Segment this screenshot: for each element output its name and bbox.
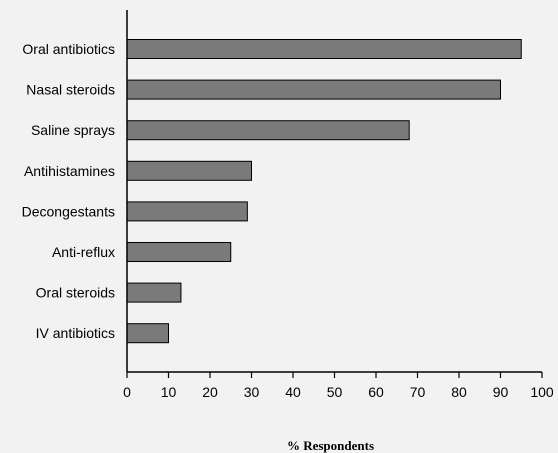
category-labels: Oral antibiotics Nasal steroids Saline spr…	[22, 41, 115, 341]
bar-oral-antibiotics	[126, 39, 522, 59]
category-label: Oral steroids	[36, 285, 115, 301]
bars-group	[126, 39, 522, 344]
bar-saline-sprays	[126, 120, 410, 141]
category-label: Oral antibiotics	[22, 41, 115, 57]
category-label: IV antibiotics	[36, 325, 115, 341]
category-label: Antihistamines	[24, 163, 115, 179]
bar-antihistamines	[126, 160, 252, 181]
x-tick-label: 70	[410, 384, 426, 400]
x-tick-label: 50	[327, 384, 343, 400]
bar-anti-reflux	[126, 242, 232, 262]
bar-oral-steroids	[126, 282, 182, 303]
bar-decongestants	[126, 201, 248, 222]
x-axis-title: % Respondents	[287, 438, 374, 453]
category-label: Saline sprays	[31, 122, 115, 138]
x-tick-label: 80	[451, 384, 467, 400]
x-tick-label: 20	[202, 384, 218, 400]
x-tick-label: 40	[285, 384, 301, 400]
bar-nasal-steroids	[126, 79, 501, 100]
x-tick-label: 60	[368, 384, 384, 400]
x-tick-label: 10	[161, 384, 177, 400]
category-label: Decongestants	[22, 203, 115, 219]
x-tick-label: 30	[244, 384, 260, 400]
category-label: Nasal steroids	[26, 82, 115, 98]
x-tick-label: 100	[530, 384, 554, 400]
x-axis-ticks: 0 10 20 30 40 50 60 70 80 90 100	[123, 372, 554, 400]
bar-iv-antibiotics	[126, 323, 169, 344]
x-tick-label: 0	[123, 384, 131, 400]
category-label: Anti-reflux	[52, 244, 115, 260]
x-tick-label: 90	[493, 384, 509, 400]
